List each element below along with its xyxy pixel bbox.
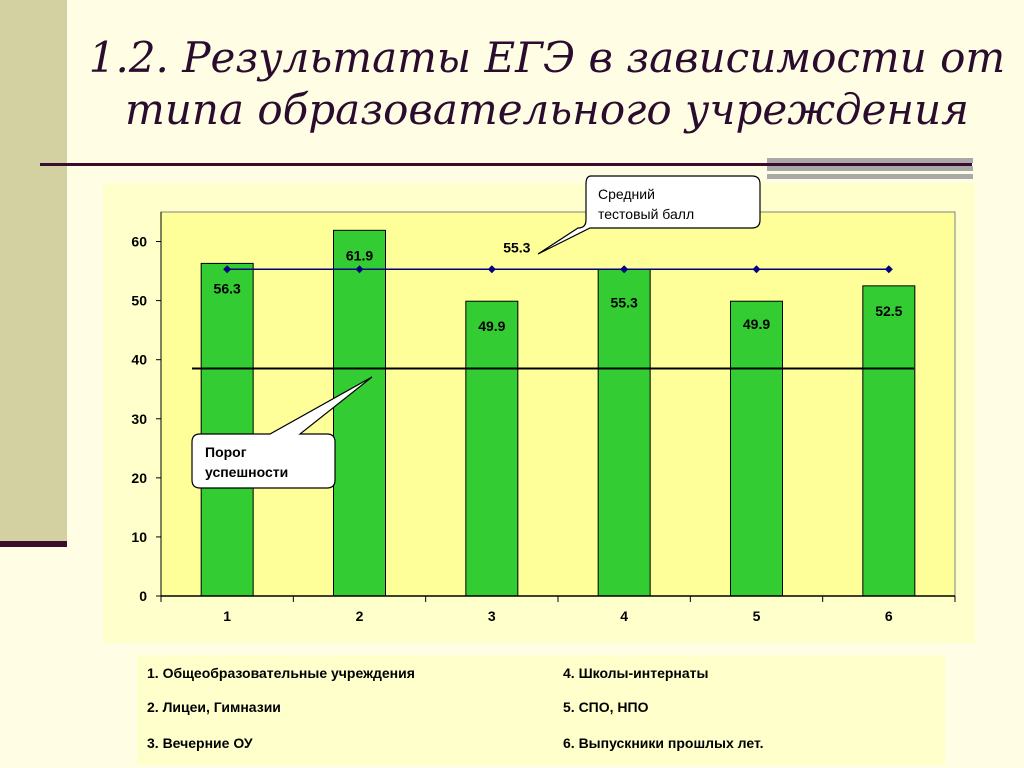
bar-value-label: 49.9 xyxy=(478,318,505,334)
x-tick-label: 1 xyxy=(223,608,231,624)
average-marker xyxy=(620,265,629,274)
title-grey-stripes xyxy=(767,158,973,179)
y-tick-label: 0 xyxy=(139,588,147,604)
x-tick-label: 4 xyxy=(620,608,628,624)
slide-title-line1: 1.2. Результаты ЕГЭ в зависимости от xyxy=(88,33,1006,82)
bar-value-label: 55.3 xyxy=(611,294,638,310)
y-tick-label: 10 xyxy=(131,529,147,545)
slide-title-line2: типа образовательного учреждения xyxy=(125,85,969,134)
y-tick-label: 50 xyxy=(131,293,147,309)
threshold-callout xyxy=(191,376,373,489)
average-marker xyxy=(752,265,761,274)
slide-title: 1.2. Результаты ЕГЭ в зависимости от тип… xyxy=(70,32,1024,136)
bar-value-label: 61.9 xyxy=(346,247,373,263)
threshold-callout-line1: Порог xyxy=(205,444,247,460)
bar xyxy=(333,229,386,597)
bar xyxy=(200,262,254,597)
average-callout xyxy=(537,175,761,255)
legend-item-6: 6. Выпускники прошлых лет. xyxy=(563,735,764,751)
left-decor-line xyxy=(0,541,67,547)
average-marker xyxy=(884,265,893,274)
average-value-label: 55.3 xyxy=(503,239,530,255)
bar-value-label: 56.3 xyxy=(214,280,241,296)
x-tick-label: 2 xyxy=(356,608,364,624)
bar xyxy=(597,268,651,597)
plot-area xyxy=(160,211,956,597)
x-tick-label: 6 xyxy=(885,608,893,624)
average-callout-line1: Средний xyxy=(598,186,655,202)
threshold-callout-line2: успешности xyxy=(205,464,288,480)
legend-item-2: 2. Лицеи, Гимназии xyxy=(147,699,281,715)
average-callout-line2: тестовый балл xyxy=(598,206,694,222)
bar-value-label: 49.9 xyxy=(743,316,770,332)
bar-value-label: 52.5 xyxy=(875,303,902,319)
title-underline xyxy=(40,163,972,166)
legend-item-4: 4. Школы-интернаты xyxy=(563,665,709,681)
average-marker xyxy=(223,265,232,274)
average-marker xyxy=(487,265,496,274)
y-tick-label: 20 xyxy=(131,470,147,486)
left-decor-band xyxy=(0,0,67,543)
y-tick-label: 40 xyxy=(131,352,147,368)
bar xyxy=(465,300,519,597)
bar xyxy=(730,300,783,597)
legend-item-3: 3. Вечерние ОУ xyxy=(147,735,253,751)
bar xyxy=(862,285,916,597)
y-tick-label: 60 xyxy=(131,234,147,250)
average-marker xyxy=(355,265,364,274)
legend-item-5: 5. СПО, НПО xyxy=(563,699,649,715)
y-tick-label: 30 xyxy=(131,411,147,427)
legend-item-1: 1. Общеобразовательные учреждения xyxy=(147,665,415,681)
category-legend: 1. Общеобразовательные учреждения 2. Лиц… xyxy=(137,655,945,765)
x-tick-label: 5 xyxy=(753,608,761,624)
x-tick-label: 3 xyxy=(488,608,496,624)
